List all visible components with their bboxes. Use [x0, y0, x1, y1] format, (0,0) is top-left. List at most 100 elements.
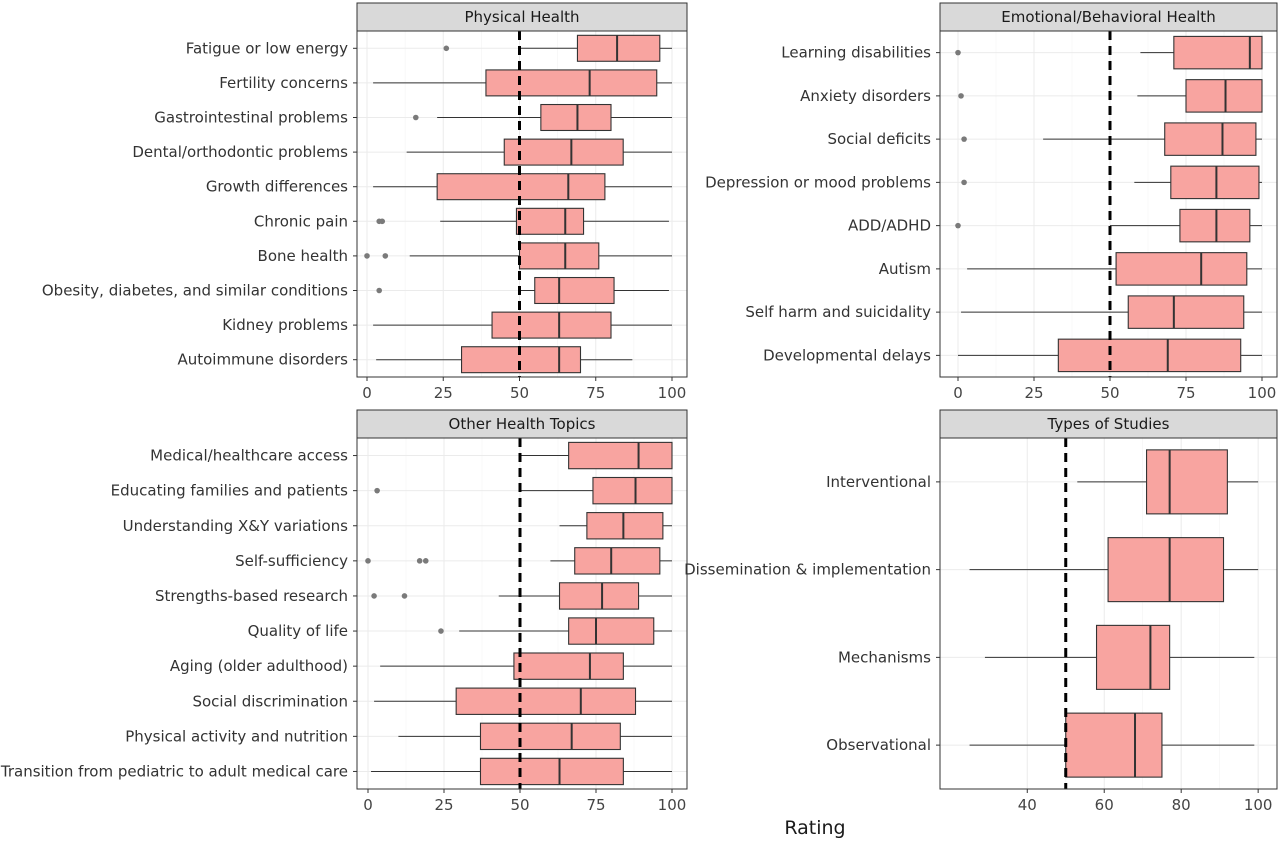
category-label: Transition from pediatric to adult medic… [0, 762, 348, 780]
iqr-box [485, 69, 658, 97]
outlier-point [955, 49, 961, 56]
category-label: Depression or mood problems [705, 173, 931, 191]
category-label: Interventional [826, 473, 931, 491]
box-bone-health [364, 242, 672, 270]
outlier-point [401, 593, 408, 599]
outlier-point [443, 45, 450, 52]
category-label: Self harm and suicidality [745, 303, 931, 321]
iqr-box [479, 722, 621, 751]
x-tick-label: 0 [363, 796, 373, 814]
iqr-box [574, 547, 661, 575]
category-label: Self-sufficiency [235, 552, 348, 570]
box-gastrointestinal-problems [413, 103, 672, 132]
panel-strip [939, 409, 1278, 439]
panel-title: Other Health Topics [449, 415, 596, 433]
panel-other-health-topics: Other Health Topics Medical/healthcare ac… [0, 409, 688, 814]
category-label: Physical activity and nutrition [125, 727, 348, 745]
iqr-box [568, 617, 655, 645]
panel-strip [356, 2, 688, 32]
iqr-box [540, 103, 612, 132]
x-tick-label: 100 [1248, 384, 1277, 402]
category-label: Fatigue or low energy [186, 39, 348, 57]
x-tick-label: 75 [586, 796, 605, 814]
iqr-box [1107, 537, 1225, 603]
x-tick-label: 100 [658, 384, 687, 402]
x-tick-label: 50 [510, 796, 529, 814]
box-educating-families-and-patients [374, 476, 673, 505]
box-understanding-x-y-variations [559, 512, 672, 540]
category-label: ADD/ADHD [848, 217, 931, 235]
outlier-point [382, 253, 389, 259]
panel-strip [356, 409, 688, 439]
box-chronic-pain [376, 207, 669, 235]
category-label: Obesity, diabetes, and similar condition… [42, 282, 348, 300]
box-learning-disabilities [955, 35, 1263, 70]
panel-border [939, 30, 1278, 378]
category-label: Dissemination & implementation [684, 561, 931, 579]
iqr-box [1065, 712, 1163, 778]
box-social-discrimination [374, 687, 672, 715]
panel-title: Types of Studies [1047, 415, 1170, 433]
iqr-box [568, 441, 673, 470]
iqr-box [436, 173, 606, 201]
category-label: Gastrointestinal problems [154, 109, 348, 127]
category-label: Learning disabilities [781, 44, 931, 62]
panel-emotional-behavioral-health: Emotional/Behavioral Health Learning disa… [705, 2, 1278, 402]
outlier-point [422, 558, 429, 564]
box-physical-activity-and-nutrition [398, 722, 672, 751]
category-label: Observational [826, 736, 931, 754]
box-dental-orthodontic-problems [406, 138, 672, 166]
iqr-box [1173, 35, 1263, 70]
box-medical-healthcare-access [520, 441, 673, 470]
box-add-adhd [955, 208, 1262, 243]
iqr-box [515, 207, 585, 235]
iqr-box [1170, 165, 1260, 200]
panel-border [356, 437, 688, 790]
iqr-box [1185, 79, 1263, 113]
outlier-point [961, 136, 967, 142]
box-depression-or-mood-problems [961, 165, 1262, 200]
box-autoimmune-disorders [376, 346, 633, 374]
outlier-point [376, 287, 383, 294]
category-label: Understanding X&Y variations [123, 517, 349, 535]
outlier-point [961, 179, 967, 186]
panel-border [939, 437, 1278, 790]
outlier-point [379, 218, 386, 225]
category-label: Bone health [258, 247, 348, 265]
x-tick-label: 100 [658, 796, 687, 814]
iqr-box [1179, 208, 1251, 243]
iqr-box [518, 242, 600, 270]
box-dissemination-implementation [969, 537, 1259, 603]
category-label: Kidney problems [222, 316, 348, 334]
panel-strip [939, 2, 1278, 32]
category-label: Developmental delays [763, 346, 931, 364]
x-tick-label: 100 [1244, 796, 1273, 814]
x-tick-label: 0 [953, 384, 963, 402]
x-tick-label: 25 [1024, 384, 1043, 402]
iqr-box [1057, 338, 1242, 373]
box-fatigue-or-low-energy [443, 34, 672, 62]
outlier-point [958, 93, 964, 99]
category-label: Social deficits [827, 130, 931, 148]
x-tick-label: 25 [434, 796, 453, 814]
x-tick-label: 75 [586, 384, 605, 402]
iqr-box [1115, 252, 1248, 286]
outlier-point [413, 114, 419, 121]
category-label: Medical/healthcare access [150, 447, 348, 465]
iqr-box [1146, 449, 1228, 515]
iqr-box [503, 138, 624, 166]
x-tick-label: 50 [1100, 384, 1119, 402]
outlier-point [374, 487, 380, 494]
box-kidney-problems [373, 311, 672, 339]
category-label: Autoimmune disorders [177, 351, 348, 369]
category-label: Quality of life [248, 622, 348, 640]
category-label: Mechanisms [838, 648, 931, 666]
box-self-sufficiency [365, 547, 672, 575]
category-label: Dental/orthodontic problems [132, 143, 348, 161]
outlier-point [365, 558, 371, 564]
panel-types-of-studies: Types of Studies Interventional Disseminat… [684, 409, 1278, 814]
box-strengths-based-research [371, 582, 672, 610]
outlier-point [364, 253, 370, 259]
iqr-box [558, 582, 640, 610]
